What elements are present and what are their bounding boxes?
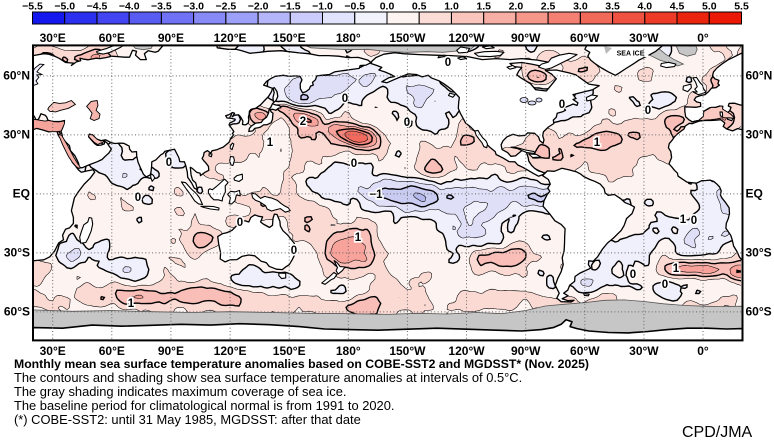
svg-text:0: 0 [291, 245, 297, 257]
svg-text:0: 0 [351, 158, 357, 170]
svg-text:150°W: 150°W [389, 344, 426, 358]
svg-text:−2.0: −2.0 [248, 1, 269, 13]
svg-text:1.5: 1.5 [476, 1, 491, 13]
svg-text:3.5: 3.5 [605, 1, 620, 13]
svg-text:−4.5: −4.5 [87, 1, 108, 13]
svg-text:30°W: 30°W [629, 344, 659, 358]
svg-text:1: 1 [267, 137, 274, 149]
svg-text:30°N: 30°N [746, 127, 773, 141]
svg-text:5.5: 5.5 [734, 1, 749, 13]
svg-text:0: 0 [630, 269, 636, 281]
svg-text:0: 0 [237, 217, 243, 229]
svg-text:60°S: 60°S [4, 304, 30, 318]
svg-text:−3.0: −3.0 [183, 1, 204, 13]
svg-text:1: 1 [128, 298, 135, 310]
svg-text:60°E: 60°E [99, 31, 125, 45]
svg-text:0: 0 [135, 192, 141, 204]
svg-text:1: 1 [680, 214, 687, 226]
svg-text:120°E: 120°E [214, 344, 247, 358]
svg-text:0: 0 [166, 157, 172, 169]
svg-text:30°S: 30°S [4, 245, 30, 259]
svg-text:60°E: 60°E [99, 344, 125, 358]
svg-text:60°N: 60°N [3, 68, 30, 82]
svg-text:−1: −1 [369, 189, 383, 201]
svg-text:0: 0 [645, 105, 651, 117]
svg-text:150°E: 150°E [273, 31, 306, 45]
svg-text:90°W: 90°W [511, 31, 541, 45]
svg-text:60°W: 60°W [570, 344, 600, 358]
svg-text:1.0: 1.0 [444, 1, 459, 13]
svg-text:0.0: 0.0 [380, 1, 395, 13]
svg-text:30°W: 30°W [629, 31, 659, 45]
svg-text:−1.5: −1.5 [280, 1, 301, 13]
svg-text:0°: 0° [697, 31, 709, 45]
svg-text:30°E: 30°E [40, 31, 66, 45]
svg-text:−0.5: −0.5 [344, 1, 365, 13]
svg-text:2.0: 2.0 [509, 1, 524, 13]
svg-text:120°E: 120°E [214, 31, 247, 45]
svg-text:5.0: 5.0 [702, 1, 717, 13]
svg-text:90°E: 90°E [158, 344, 184, 358]
svg-text:150°W: 150°W [389, 31, 426, 45]
svg-text:4.0: 4.0 [637, 1, 652, 13]
svg-text:60°N: 60°N [746, 68, 773, 82]
svg-text:30°E: 30°E [40, 344, 66, 358]
svg-text:−4.0: −4.0 [119, 1, 140, 13]
svg-text:0°: 0° [697, 344, 709, 358]
svg-text:0: 0 [445, 57, 451, 69]
svg-text:1: 1 [355, 232, 362, 244]
svg-text:30°N: 30°N [3, 127, 30, 141]
svg-text:3.0: 3.0 [573, 1, 588, 13]
svg-text:SEA ICE: SEA ICE [617, 51, 645, 58]
svg-text:90°E: 90°E [158, 31, 184, 45]
svg-text:2: 2 [300, 116, 306, 128]
svg-text:120°W: 120°W [448, 31, 485, 45]
svg-text:−2.5: −2.5 [216, 1, 237, 13]
svg-text:60°W: 60°W [570, 31, 600, 45]
svg-text:90°W: 90°W [511, 344, 541, 358]
svg-text:0: 0 [559, 99, 565, 111]
svg-text:120°W: 120°W [448, 344, 485, 358]
svg-text:0.5: 0.5 [412, 1, 427, 13]
svg-text:EQ: EQ [746, 186, 763, 200]
svg-text:4.5: 4.5 [670, 1, 685, 13]
svg-text:60°S: 60°S [746, 304, 772, 318]
svg-text:30°S: 30°S [746, 245, 772, 259]
svg-text:180°: 180° [336, 31, 361, 45]
svg-text:−5.0: −5.0 [54, 1, 75, 13]
svg-text:0: 0 [342, 93, 348, 105]
svg-text:150°E: 150°E [273, 344, 306, 358]
svg-text:1: 1 [594, 137, 601, 149]
svg-text:180°: 180° [336, 344, 361, 358]
svg-text:−5.5: −5.5 [22, 1, 43, 13]
svg-text:0: 0 [404, 117, 410, 129]
svg-text:EQ: EQ [13, 186, 30, 200]
svg-text:2.5: 2.5 [541, 1, 556, 13]
svg-text:−3.5: −3.5 [151, 1, 172, 13]
svg-text:0: 0 [691, 215, 697, 227]
svg-text:0: 0 [662, 279, 668, 291]
svg-text:1: 1 [673, 263, 680, 275]
svg-text:−1.0: −1.0 [312, 1, 333, 13]
